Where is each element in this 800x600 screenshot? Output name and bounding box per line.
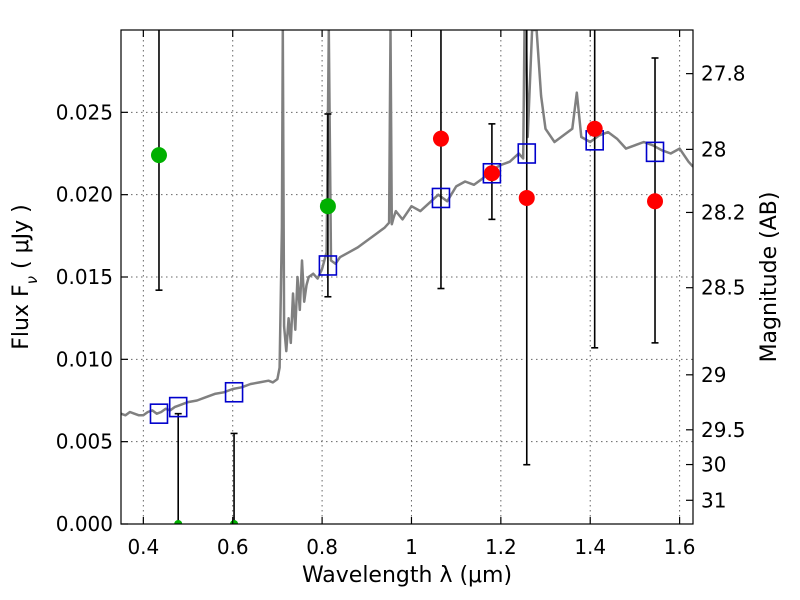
x-tick-label: 0.6 [217,535,249,559]
x-tick-label: 0.8 [306,535,338,559]
y-tick-label: 0.005 [56,430,113,454]
x-tick-label: 1.6 [664,535,696,559]
markers-layer [149,120,665,524]
x-tick-label: 1.4 [574,535,606,559]
observed-flux-dot [518,189,535,206]
right-tick-label: 31 [701,488,726,512]
observed-flux-dot [586,120,603,137]
model-photometry-square [431,187,451,209]
x-tick-label: 1 [405,535,418,559]
x-axis-label: Wavelength λ (μm) [302,563,512,588]
observed-flux-dot [432,130,449,147]
observed-flux-dot [150,147,167,164]
right-tick-label: 30 [701,453,726,477]
model-photometry-square [517,143,537,164]
model-photometry-square [168,396,188,418]
observed-flux-dot [174,520,183,524]
observed-flux-dot [319,198,336,215]
model-photometry-square [224,381,244,403]
axis-ticks: 0.4 0.6 0.8 1 1.2 1.4 1.6 0.000 0.005 0.010 0.015 0… [56,30,746,559]
model-sed-line [121,30,693,417]
right-tick-label: 28 [701,137,726,161]
grid-lines [121,30,693,525]
right-tick-label: 28.5 [701,276,746,300]
right-tick-label: 27.8 [701,62,746,86]
y-tick-label: 0.010 [56,347,113,371]
observed-flux-dot [647,193,664,210]
right-tick-label: 29.5 [701,418,746,442]
model-sed-line-layer [121,30,693,417]
y-tick-label: 0.015 [56,265,113,289]
model-photometry-square [482,162,502,184]
y-axis-label-left: Flux Fν ( μJy ) [9,204,41,349]
x-tick-label: 0.4 [127,535,159,559]
y-axis-label-right: Magnitude (AB) [757,192,782,363]
right-tick-label: 29 [701,363,726,387]
model-photometry-square [318,255,338,276]
error-bars-layer [155,30,659,524]
observed-flux-dot [230,520,239,524]
x-tick-label: 1.2 [485,535,517,559]
observed-flux-dot [483,165,500,182]
y-tick-label: 0.020 [56,183,113,207]
right-tick-label: 28.2 [701,200,746,224]
y-tick-label: 0.025 [56,100,113,124]
model-photometry-square [645,141,665,163]
model-photometry-square [149,403,169,424]
y-tick-label: 0.000 [56,512,113,536]
